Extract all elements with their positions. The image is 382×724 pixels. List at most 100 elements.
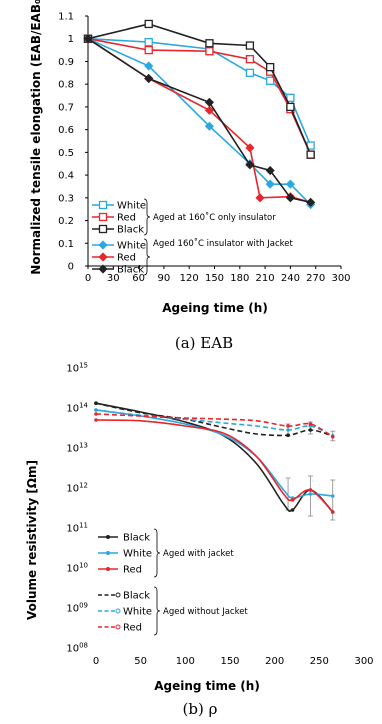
chart-resistivity-caption: (b) ρ bbox=[183, 700, 218, 718]
y-tick-label: 0.8 bbox=[58, 80, 74, 91]
legend-marker bbox=[98, 252, 108, 262]
y-tick-label: 1015 bbox=[66, 362, 88, 375]
x-tick-label: 150 bbox=[205, 273, 224, 284]
x-tick-label: 60 bbox=[132, 273, 145, 284]
legend-label: White bbox=[123, 549, 152, 560]
data-point bbox=[290, 498, 295, 502]
x-tick-label: 0 bbox=[93, 656, 99, 667]
legend-brace bbox=[153, 586, 161, 636]
series-line bbox=[95, 402, 334, 513]
chart-resistivity-axes: 0 50 100 150 200 250 300 1008 1009 1010 1011 1012 10… bbox=[66, 362, 373, 668]
x-tick-label: 300 bbox=[331, 273, 350, 284]
data-point bbox=[286, 433, 290, 438]
series-line bbox=[87, 37, 312, 155]
data-point bbox=[308, 422, 313, 426]
legend-marker bbox=[115, 592, 121, 598]
series-red-square bbox=[83, 34, 315, 159]
data-point bbox=[286, 428, 290, 432]
data-point bbox=[144, 61, 154, 71]
data-point bbox=[308, 492, 313, 496]
series-line bbox=[95, 402, 333, 437]
chart-eab-series bbox=[83, 19, 316, 210]
y-tick-label: 1014 bbox=[66, 402, 88, 415]
data-point bbox=[94, 408, 98, 412]
data-point bbox=[205, 47, 214, 56]
chart-eab: 0 30 60 90 120 150 180 210 240 270 300 0 0.1 0.2 0.3 0.… bbox=[29, 0, 351, 352]
data-point bbox=[286, 102, 295, 112]
series-line bbox=[87, 23, 312, 155]
legend-label: White bbox=[123, 607, 152, 618]
legend-brace bbox=[143, 198, 151, 236]
data-point bbox=[144, 37, 153, 47]
legend-label: Red bbox=[117, 253, 136, 264]
data-point bbox=[330, 494, 335, 498]
x-tick-label: 150 bbox=[220, 656, 239, 667]
data-point bbox=[290, 508, 295, 512]
series-line bbox=[95, 419, 334, 513]
data-point bbox=[204, 121, 215, 131]
x-tick-label: 250 bbox=[310, 656, 329, 667]
y-tick-label: 1013 bbox=[66, 442, 88, 455]
x-tick-label: 240 bbox=[281, 273, 300, 284]
series-red-diamond bbox=[83, 34, 316, 207]
y-tick-label: 0.4 bbox=[58, 171, 74, 182]
y-tick-label: 1010 bbox=[66, 562, 88, 575]
legend-marker bbox=[106, 567, 110, 571]
legend-brace bbox=[143, 238, 151, 276]
data-point bbox=[306, 197, 316, 207]
x-tick-label: 210 bbox=[256, 273, 275, 284]
data-point bbox=[94, 418, 98, 422]
legend-label: Black bbox=[123, 591, 150, 602]
series-red-dashed bbox=[94, 412, 335, 439]
chart-eab-ylabel: Normalized tensile elongation (EAB/EAB₀) bbox=[29, 0, 43, 275]
series-black-square bbox=[83, 19, 315, 159]
series-line bbox=[87, 38, 311, 204]
legend-label: Red bbox=[117, 213, 136, 224]
data-point bbox=[94, 412, 98, 416]
legend-label: White bbox=[117, 201, 146, 212]
data-point bbox=[255, 193, 265, 203]
legend-marker bbox=[98, 224, 108, 234]
chart-resistivity-series bbox=[94, 401, 336, 521]
x-tick-label: 90 bbox=[158, 273, 171, 284]
legend-marker bbox=[98, 200, 108, 210]
data-point bbox=[286, 93, 295, 102]
legend-marker bbox=[115, 608, 121, 614]
y-tick-label: 0.5 bbox=[58, 148, 74, 159]
legend-marker bbox=[106, 551, 110, 555]
data-point bbox=[245, 160, 255, 170]
data-point bbox=[204, 105, 215, 115]
legend-label: Red bbox=[123, 565, 142, 576]
chart-eab-caption: (a) EAB bbox=[175, 334, 233, 352]
series-white-dashed bbox=[94, 408, 335, 438]
legend-marker bbox=[106, 535, 110, 539]
legend-label: Black bbox=[117, 265, 144, 276]
x-tick-label: 270 bbox=[306, 273, 325, 284]
series-line bbox=[87, 38, 311, 204]
legend-group-label: Aged without Jacket bbox=[163, 607, 248, 617]
data-point bbox=[245, 68, 255, 77]
legend-marker bbox=[98, 240, 108, 250]
legend-brace bbox=[153, 528, 161, 578]
legend-group-label: Aged 160˚C insulator with Jacket bbox=[153, 238, 293, 249]
legend-marker bbox=[115, 624, 121, 630]
chart-eab-xlabel: Ageing time (h) bbox=[162, 301, 268, 315]
data-point bbox=[265, 165, 275, 176]
y-tick-label: 1012 bbox=[66, 482, 88, 495]
data-point bbox=[266, 76, 275, 85]
legend-label: White bbox=[117, 241, 146, 252]
data-point bbox=[204, 97, 215, 107]
y-tick-label: 0.1 bbox=[58, 239, 74, 250]
y-tick-label: 0 bbox=[68, 262, 74, 273]
data-point bbox=[245, 41, 255, 50]
data-point bbox=[308, 428, 313, 432]
data-point bbox=[330, 510, 335, 514]
data-point bbox=[265, 179, 275, 189]
x-tick-label: 200 bbox=[265, 656, 284, 667]
data-point bbox=[330, 435, 335, 439]
y-tick-label: 0.6 bbox=[58, 125, 74, 136]
legend-marker bbox=[98, 212, 108, 222]
data-point bbox=[285, 193, 295, 203]
